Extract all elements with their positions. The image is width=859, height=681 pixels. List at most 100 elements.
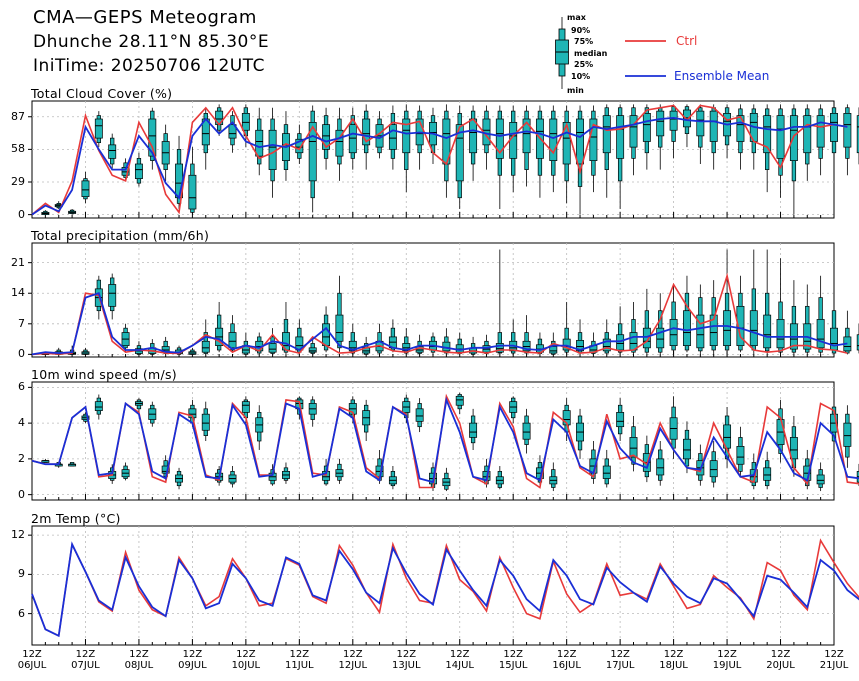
box-p25-p75 (830, 327, 838, 351)
x-tick-date: 07JUL (71, 660, 100, 671)
box-p25-p75 (108, 284, 117, 307)
y-tick-label: 87 (11, 109, 25, 123)
ensemble-box (763, 451, 772, 490)
ensemble-box (709, 104, 718, 170)
ensemble-box (509, 396, 518, 424)
y-tick-label: 2 (18, 451, 25, 465)
legend-p75-label: 75% (574, 37, 594, 46)
ensemble-box (642, 104, 651, 170)
ensemble-box (736, 275, 745, 353)
ensemble-box (282, 462, 290, 484)
x-tick-date: 16JUL (552, 660, 581, 671)
ensemble-box (495, 466, 504, 490)
panel-2 (28, 381, 859, 501)
init-time: IniTime: 20250706 12UTC (33, 56, 266, 76)
x-tick-label: 12Z 09JUL (172, 649, 212, 671)
box-p25-p75 (616, 412, 625, 428)
ensemble-box (789, 104, 798, 215)
ensemble-box (415, 398, 424, 433)
x-tick-date: 20JUL (766, 660, 795, 671)
ensemble-mean-line (31, 541, 859, 638)
ensemble-box (562, 398, 571, 441)
box-p25-p75 (455, 344, 464, 353)
box-p25-p75 (522, 422, 531, 440)
box-p25-p75 (148, 118, 157, 157)
ensemble-box (535, 105, 544, 198)
box-p25-p75 (335, 129, 344, 157)
x-tick-hour: 12Z (770, 649, 791, 660)
ensemble-box (68, 462, 77, 467)
ensemble-mean-line (31, 396, 859, 484)
x-tick-hour: 12Z (556, 649, 577, 660)
box-p25-p75 (642, 113, 651, 142)
x-tick-hour: 12Z (663, 649, 684, 660)
box-p25-p75 (268, 343, 277, 353)
y-tick-label: 9 (18, 567, 25, 581)
box-p25-p75 (683, 109, 691, 128)
y-tick-label: 4 (18, 416, 25, 430)
box-p10-p90 (497, 332, 502, 354)
ensemble-box (402, 104, 411, 193)
ensemble-box (322, 107, 331, 170)
ensemble-box (148, 401, 157, 427)
ensemble-box (455, 105, 464, 209)
box-p25-p75 (602, 115, 611, 154)
ensemble-box (696, 104, 705, 164)
box-p25-p75 (776, 319, 785, 349)
ensemble-box (255, 107, 264, 176)
ensemble-box (442, 467, 451, 492)
box-p25-p75 (388, 124, 397, 150)
x-tick-date: 18JUL (659, 660, 688, 671)
x-tick-date: 12JUL (338, 660, 368, 671)
box-p25-p75 (616, 115, 625, 159)
panel-1 (28, 242, 859, 358)
x-tick-label: 12Z 17JUL (600, 649, 640, 671)
box-p25-p75 (602, 338, 611, 352)
x-tick-date: 06JUL (17, 660, 47, 671)
ensemble-box (843, 405, 852, 468)
legend-graphics (555, 17, 666, 89)
ensemble-box (121, 462, 130, 481)
box-p25-p75 (562, 338, 571, 351)
box-p25-p75 (108, 144, 117, 159)
ensemble-box (455, 332, 464, 355)
box-p25-p75 (201, 340, 210, 353)
x-tick-hour: 12Z (610, 649, 630, 660)
ensemble-box (509, 105, 518, 193)
x-tick-hour: 12Z (75, 649, 96, 660)
ensemble-box (469, 408, 478, 450)
legend-p90-label: 90% (571, 26, 591, 35)
x-tick-date: 17JUL (605, 660, 635, 671)
x-tick-hour: 12Z (503, 649, 523, 660)
ensemble-box (308, 105, 317, 213)
ensemble-box (161, 336, 170, 355)
ensemble-box (776, 258, 785, 355)
ensemble-box (94, 111, 103, 148)
station-location: Dhunche 28.11°N 85.30°E (33, 32, 270, 52)
x-tick-label: 12Z 12JUL (333, 649, 373, 671)
x-tick-label: 12Z 20JUL (761, 649, 801, 671)
ensemble-box (723, 249, 732, 355)
ensemble-box (749, 249, 758, 355)
ensemble-box (388, 105, 397, 170)
ensemble-mean-line (31, 292, 848, 356)
ensemble-box (348, 107, 357, 170)
box-p25-p75 (709, 314, 718, 346)
ensemble-box (669, 284, 678, 355)
ensemble-box (268, 328, 277, 355)
box-p25-p75 (268, 129, 277, 170)
ensemble-box (736, 104, 745, 170)
box-p25-p75 (723, 310, 732, 346)
y-tick-label: 0 (18, 207, 25, 221)
box-p25-p75 (696, 110, 705, 137)
box-p25-p75 (562, 122, 571, 165)
ensemble-box (763, 104, 772, 193)
ensemble-box (616, 398, 625, 441)
ensemble-box (215, 301, 224, 353)
box-p25-p75 (455, 395, 464, 406)
y-tick-label: 58 (11, 142, 25, 156)
ensemble-box (81, 347, 90, 355)
ensemble-box (549, 462, 558, 492)
ensemble-box (482, 105, 491, 170)
ensemble-box (629, 301, 638, 355)
